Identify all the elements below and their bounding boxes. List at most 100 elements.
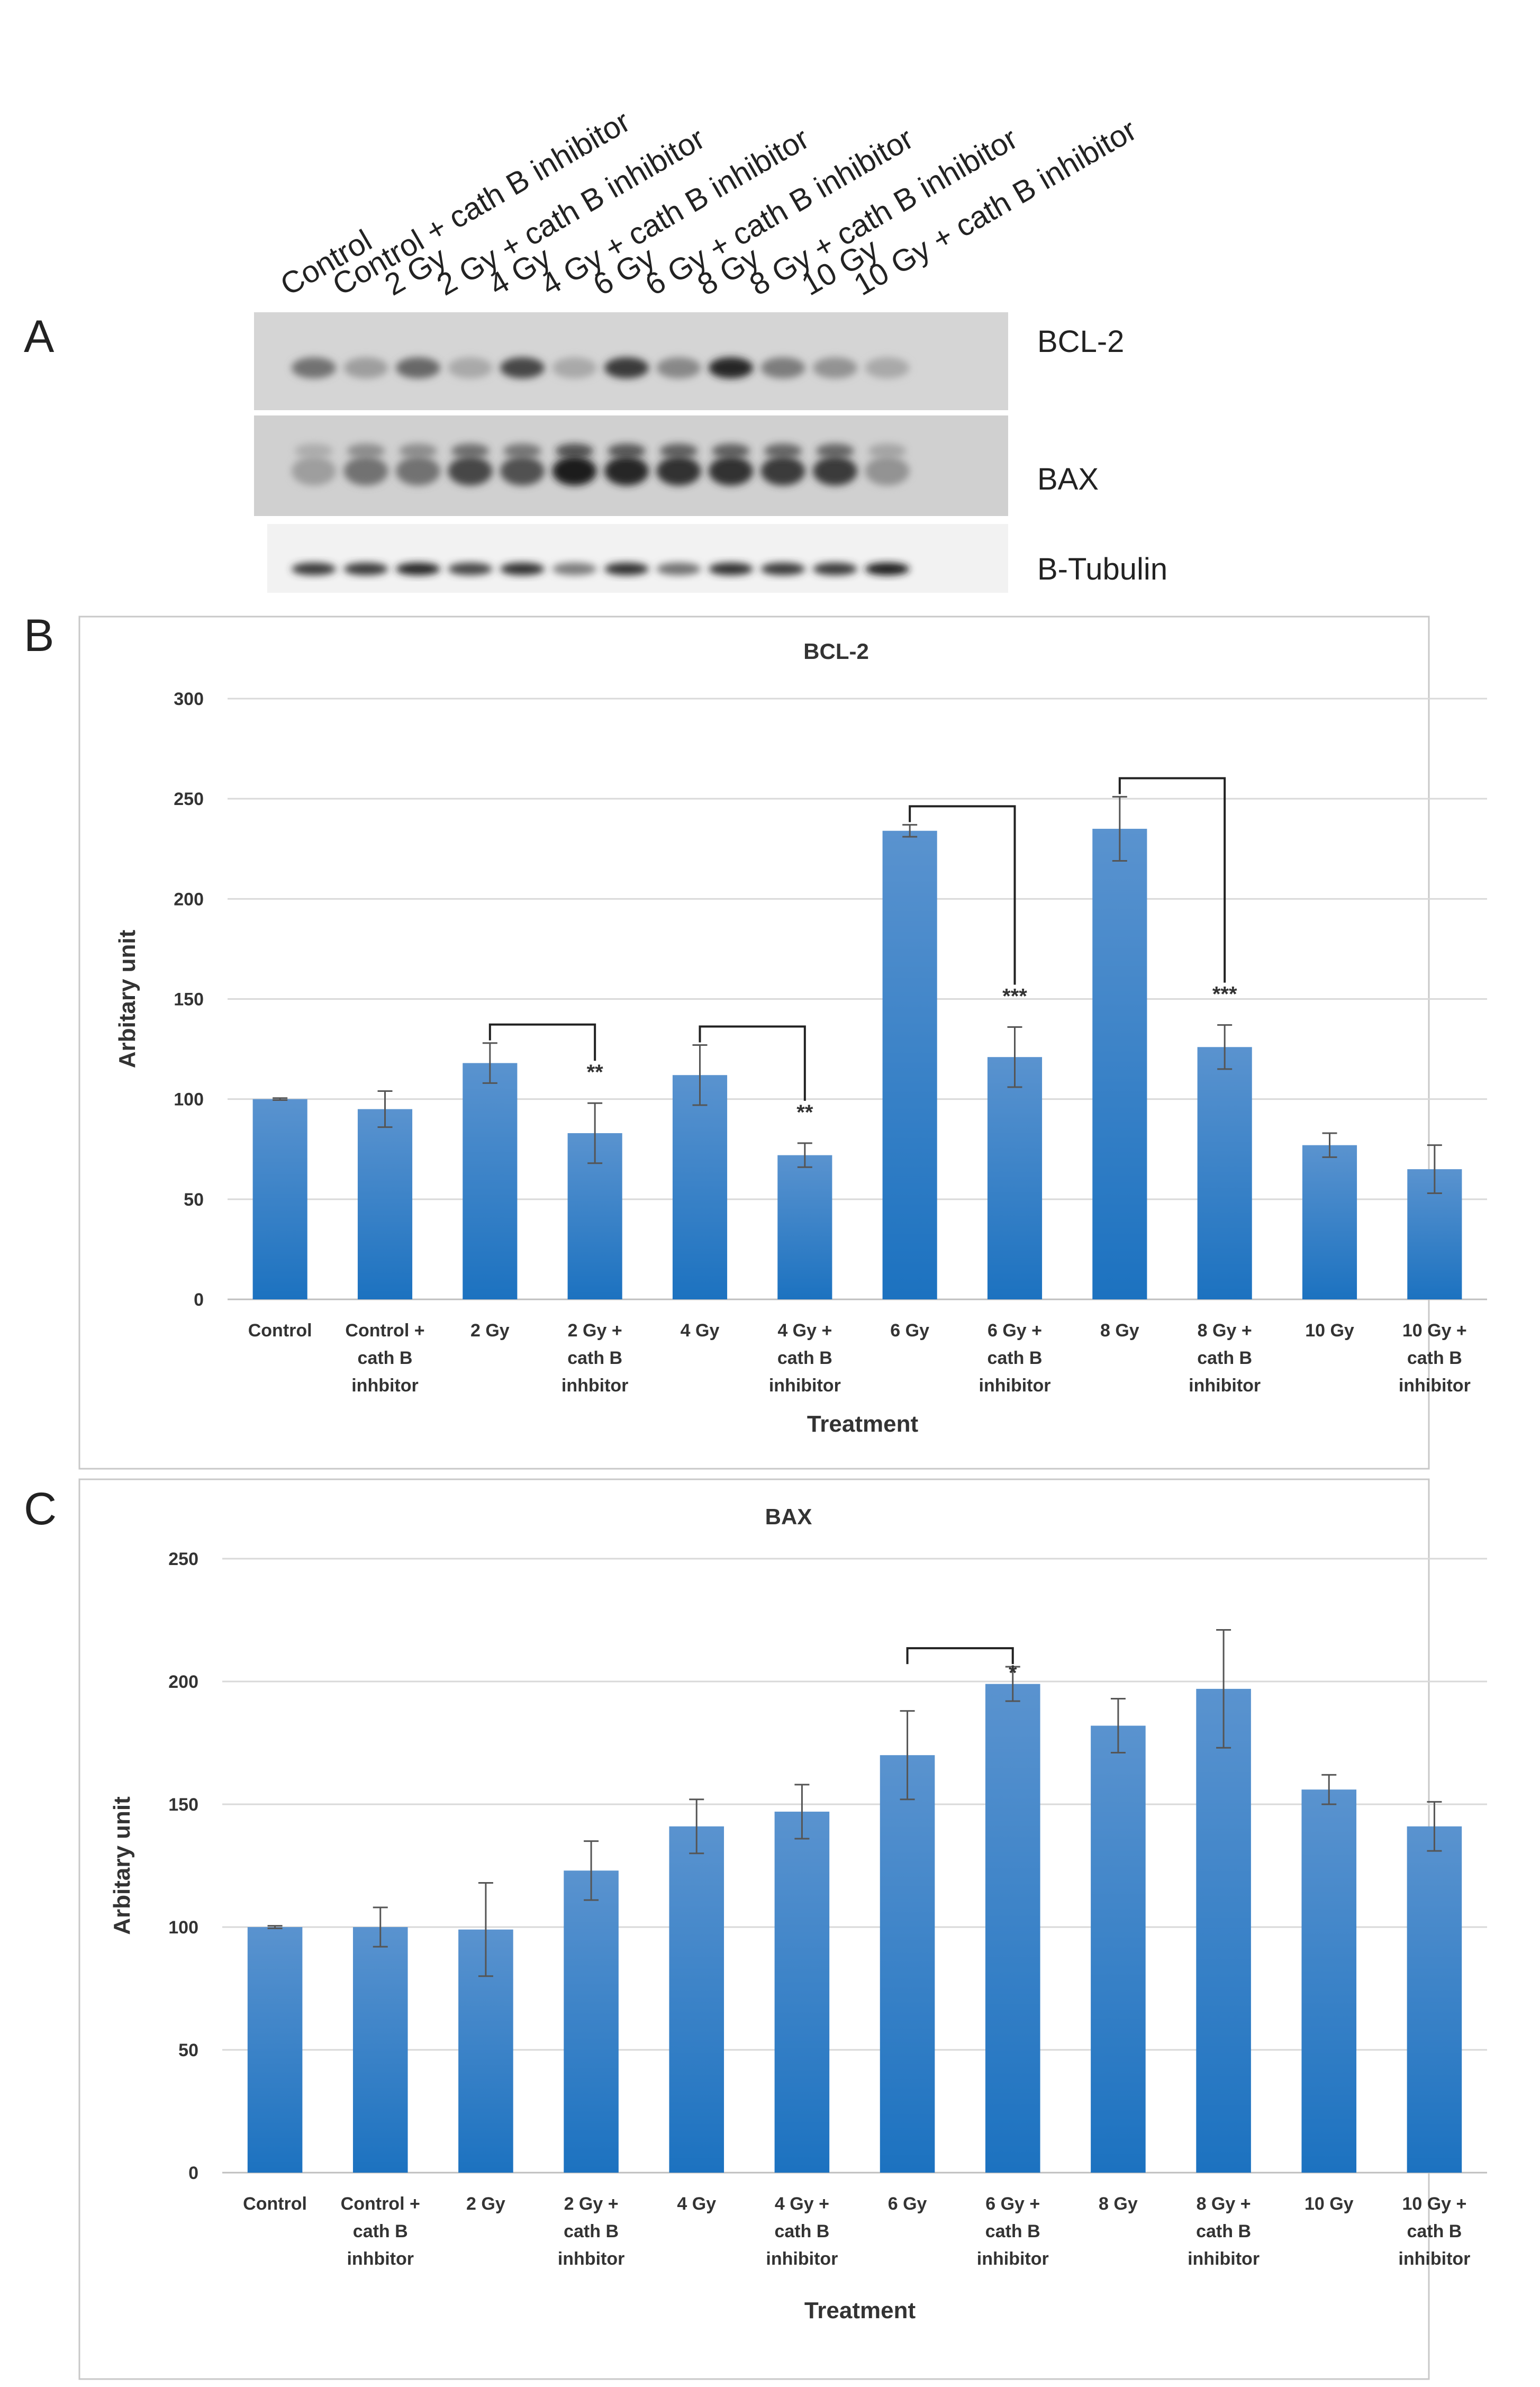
- blot-band: [868, 444, 907, 458]
- blot-band: [760, 357, 805, 378]
- x-tick-label-line: 2 Gy: [470, 1321, 510, 1341]
- x-tick-label: 10 Gy: [1305, 2194, 1354, 2214]
- blot-band: [813, 357, 857, 378]
- blot-band: [865, 563, 910, 575]
- bar: [1092, 828, 1147, 1299]
- panel-letter-a: A: [24, 311, 55, 362]
- x-tick-label-line: inhbitor: [347, 2249, 414, 2269]
- bar: [463, 1063, 518, 1299]
- bar: [880, 1755, 935, 2173]
- x-tick-label: 6 Gy + cath B inhibitor: [977, 2194, 1049, 2269]
- blot-band: [451, 444, 490, 458]
- significance-bracket: [699, 1025, 806, 1101]
- x-tick-label-line: 10 Gy: [1305, 1321, 1354, 1341]
- blot-band: [448, 357, 493, 378]
- x-tick-label-line: 6 Gy +: [988, 1321, 1042, 1341]
- x-tick-label-line: 8 Gy: [1099, 2194, 1138, 2214]
- y-tick-label: 50: [184, 1190, 204, 1210]
- x-tick-label: 6 Gy: [890, 1321, 929, 1341]
- y-tick-label: 200: [168, 1672, 198, 1692]
- x-tick-label-line: 4 Gy: [681, 1321, 720, 1341]
- significance-bracket: [906, 1647, 1014, 1665]
- x-tick-label: 2 Gy: [470, 1321, 510, 1341]
- blot-band: [343, 456, 388, 486]
- x-tick-label-line: cath B: [353, 2221, 408, 2241]
- x-tick-label: 4 Gy: [681, 1321, 720, 1341]
- blot-band: [604, 563, 649, 575]
- blot-band: [552, 456, 597, 486]
- blot-band: [760, 456, 805, 486]
- y-tick-label: 250: [174, 789, 204, 809]
- x-tick-label-line: cath B: [777, 1348, 832, 1368]
- significance-bracket: [1118, 777, 1226, 983]
- x-tick-label-line: 10 Gy +: [1402, 2194, 1466, 2214]
- bar: [1197, 1047, 1252, 1299]
- y-tick-label: 0: [188, 2163, 198, 2183]
- blot-band: [343, 563, 388, 575]
- chart-title: BAX: [765, 1504, 812, 1529]
- blot-band: [604, 456, 649, 486]
- blot-band: [448, 456, 493, 486]
- bar: [985, 1684, 1040, 2173]
- bar: [672, 1075, 728, 1299]
- x-tick-label-line: Control +: [345, 1321, 424, 1341]
- blot-band: [813, 456, 857, 486]
- chart-title: BCL-2: [803, 639, 869, 664]
- chart-frame: [78, 616, 1430, 1470]
- significance-label: **: [796, 1101, 813, 1124]
- x-tick-label-line: cath B: [985, 2221, 1040, 2241]
- blot-band: [552, 563, 597, 575]
- blot-band: [399, 444, 437, 458]
- x-tick-label-line: cath B: [1407, 2221, 1462, 2241]
- x-tick-label-line: 2 Gy: [466, 2194, 505, 2214]
- blot-band: [343, 357, 388, 378]
- x-tick-label-line: inhbitor: [351, 1376, 419, 1396]
- x-tick-label-line: inhbitor: [561, 1376, 629, 1396]
- significance-bracket: [909, 805, 1016, 985]
- bax-chart: BAX 0 50 100 150 200 250 Arbitary unit Treatment…: [78, 1478, 1487, 2380]
- x-tick-label-line: cath B: [358, 1348, 413, 1368]
- x-tick-label-line: 4 Gy: [677, 2194, 716, 2214]
- blot-band: [656, 357, 701, 378]
- x-tick-label-line: cath B: [564, 2221, 619, 2241]
- blot-band: [500, 456, 545, 486]
- x-tick-label-line: Control: [248, 1321, 312, 1341]
- x-tick-label-line: inhibitor: [766, 2249, 838, 2269]
- significance-bracket: [488, 1023, 596, 1061]
- blot-band: [503, 444, 541, 458]
- blot-band: [292, 563, 336, 575]
- blot-band: [347, 444, 385, 458]
- x-tick-label: Control + cath B inhbitor: [345, 1321, 424, 1396]
- bcl2-chart: BCL-2 0 50 100 150 200 250 300 Arbitary unit Trea…: [78, 616, 1487, 1470]
- blot-band: [709, 357, 753, 378]
- blot-band: [712, 444, 750, 458]
- x-tick-label-line: inhbitor: [558, 2249, 625, 2269]
- x-tick-label: 10 Gy: [1305, 1321, 1354, 1341]
- bar: [1407, 1826, 1462, 2173]
- x-tick-label: 6 Gy: [888, 2194, 927, 2214]
- x-tick-label: 4 Gy + cath B inhibitor: [766, 2194, 838, 2269]
- x-tick-label-line: cath B: [774, 2221, 829, 2241]
- x-tick-label: 2 Gy + cath B inhbitor: [561, 1321, 629, 1396]
- x-axis-title: Treatment: [804, 2298, 916, 2323]
- x-tick-label: 6 Gy + cath B inhibitor: [979, 1321, 1051, 1396]
- bar: [252, 1099, 307, 1299]
- blot-band: [295, 444, 333, 458]
- bar: [247, 1927, 303, 2173]
- bar: [882, 830, 937, 1299]
- y-axis-title: Arbitary unit: [109, 1796, 135, 1935]
- x-tick-label-line: inhibitor: [1399, 1376, 1471, 1396]
- significance-label: ***: [1002, 984, 1027, 1008]
- blot-band: [865, 357, 910, 378]
- blot-band: [656, 456, 701, 486]
- x-tick-label: 4 Gy + cath B inhibitor: [769, 1321, 841, 1396]
- bar: [564, 1870, 619, 2173]
- x-tick-label: Control: [243, 2194, 307, 2214]
- blot-label: BAX: [1037, 462, 1099, 496]
- x-tick-label-line: Control +: [341, 2194, 420, 2214]
- blot-band: [500, 357, 545, 378]
- blot-band: [656, 563, 701, 575]
- x-tick-label-line: cath B: [1197, 1348, 1252, 1368]
- x-tick-label-line: 2 Gy +: [564, 2194, 619, 2214]
- y-tick-label: 300: [174, 689, 204, 709]
